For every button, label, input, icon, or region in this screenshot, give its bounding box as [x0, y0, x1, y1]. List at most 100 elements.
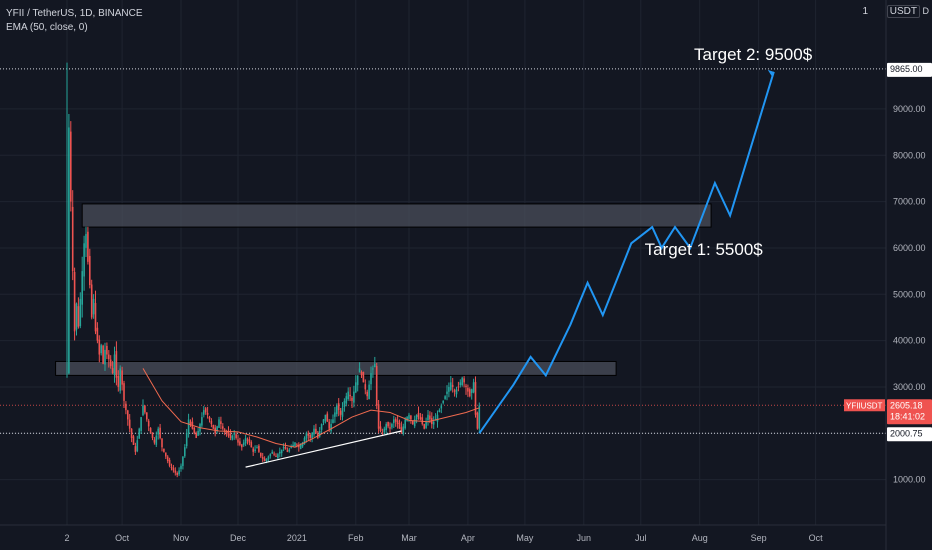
candle-body	[144, 405, 146, 413]
support-trendline	[245, 430, 402, 468]
time-tick-label: Aug	[692, 533, 708, 543]
candle-body	[288, 449, 291, 452]
candle-body	[450, 382, 452, 390]
candle-body	[71, 206, 74, 272]
candle-body	[132, 436, 135, 445]
candle-body	[258, 445, 260, 452]
time-axis[interactable]: 2 Oct Nov Dec 2021 Feb Mar Apr May Jun Jul Aug Sep Oc…	[0, 524, 886, 543]
candle-body	[68, 127, 70, 374]
candle-body	[136, 440, 139, 452]
time-tick-label: May	[516, 533, 534, 543]
candle-body	[277, 454, 279, 458]
candle-body	[174, 470, 177, 473]
candle-body	[104, 349, 106, 365]
candle-body	[123, 383, 125, 401]
resistance-zone	[55, 360, 617, 376]
currency-selector[interactable]: 1 USDT D	[862, 5, 929, 18]
candle-body	[326, 413, 329, 422]
ema-line	[142, 368, 480, 448]
current-price-badge-text: 2605.18	[890, 400, 923, 410]
candle-body	[98, 339, 101, 355]
candle-body	[315, 428, 317, 434]
candle-body	[381, 432, 384, 434]
currency-number: 1	[862, 6, 868, 17]
candle-body	[303, 437, 306, 445]
candle-body	[237, 439, 239, 443]
candle-body	[324, 414, 327, 421]
candle-body	[222, 426, 224, 429]
candle-body	[429, 415, 431, 420]
candle-body	[334, 412, 336, 417]
currency-label[interactable]: USDT	[886, 5, 920, 18]
candle-body	[85, 234, 87, 248]
candle-body	[225, 431, 228, 434]
candle-body	[73, 271, 76, 332]
candle-body	[153, 439, 156, 443]
candle-body	[159, 427, 161, 438]
candle-body	[273, 453, 275, 455]
candle-body	[453, 390, 456, 392]
candle-body	[377, 404, 380, 429]
candle-body	[296, 444, 298, 446]
candle-body	[89, 255, 91, 286]
candle-body	[444, 396, 446, 399]
candle-body	[147, 420, 150, 427]
candle-body	[438, 410, 441, 412]
projection-path	[478, 69, 775, 434]
candle-body	[127, 410, 129, 420]
candle-body	[396, 420, 399, 425]
time-tick-label: 2	[64, 533, 69, 543]
candle-body	[402, 426, 405, 434]
price-tick-label: 9000.00	[893, 104, 926, 114]
price-tick-label: 6000.00	[893, 243, 926, 253]
candle-body	[146, 412, 148, 420]
symbol-label[interactable]: YFII / TetherUS, 1D, BINANCE	[6, 8, 143, 19]
candle-body	[305, 433, 308, 439]
candle-body	[231, 435, 234, 440]
candle-body	[461, 377, 463, 386]
candle-body	[427, 414, 429, 421]
candle-body	[106, 345, 108, 355]
candle-body	[398, 423, 401, 429]
candle-body	[165, 452, 167, 457]
candle-body	[155, 435, 158, 445]
chart-legend[interactable]: YFII / TetherUS, 1D, BINANCE EMA (50, cl…	[6, 7, 143, 35]
candle-body	[180, 465, 182, 469]
candle-body	[195, 433, 197, 438]
resistance-zone	[81, 203, 712, 228]
candle-body	[459, 382, 462, 386]
candle-body	[280, 449, 283, 454]
candle-body	[379, 426, 382, 431]
candle-body	[436, 414, 439, 422]
candle-body	[355, 382, 357, 393]
candle-body	[111, 368, 114, 374]
candle-body	[178, 470, 180, 475]
candle-body	[364, 384, 367, 390]
candle-body	[415, 414, 418, 420]
candle-body	[423, 424, 425, 429]
candle-body	[223, 429, 226, 431]
candle-body	[298, 444, 300, 448]
candle-body	[467, 387, 469, 392]
candle-body	[290, 447, 292, 449]
candle-body	[242, 442, 245, 446]
candle-body	[115, 351, 118, 378]
candle-body	[235, 434, 237, 438]
candle-body	[241, 444, 243, 448]
candle-body	[301, 442, 304, 447]
current-price-badge-text: 18:41:02	[890, 411, 925, 421]
candle-body	[353, 391, 355, 403]
candle-body	[472, 382, 475, 393]
price-tick-label: 3000.00	[893, 382, 926, 392]
price-axis[interactable]: 1000.002000.003000.004000.005000.006000.…	[844, 0, 932, 550]
candle-body	[254, 449, 256, 451]
candle-body	[269, 454, 272, 457]
candle-body	[417, 412, 420, 418]
candle-body	[410, 415, 412, 420]
candle-body	[362, 371, 365, 383]
time-tick-label: Dec	[230, 533, 247, 543]
time-tick-label: 2021	[287, 533, 307, 543]
indicator-label[interactable]: EMA (50, close, 0)	[6, 22, 88, 33]
